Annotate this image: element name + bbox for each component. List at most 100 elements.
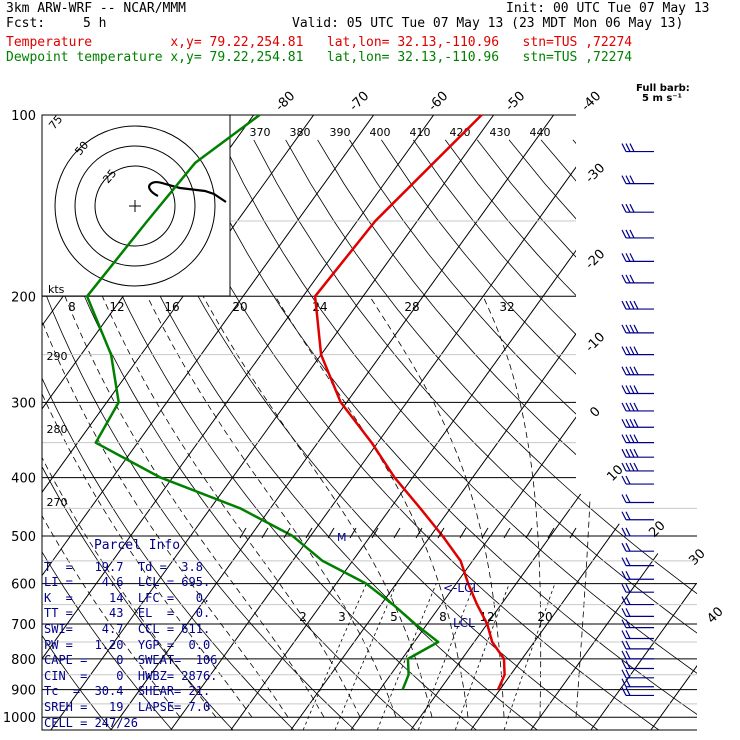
dry-adiabat-line [253, 139, 697, 730]
wind-barb-flag [621, 448, 627, 458]
theta-e-label: 280 [47, 423, 68, 436]
dry-adiabat-line [189, 139, 697, 730]
wind-barb-flag [625, 527, 631, 537]
dry-adiabat-line [42, 139, 355, 730]
dry-adiabat-line [444, 139, 697, 730]
tick-mark [305, 527, 313, 539]
wind-barb-flag [625, 324, 631, 334]
wind-barb-flag [625, 630, 631, 639]
mixing-ratio-line [454, 583, 510, 730]
wind-barb-flag [629, 448, 635, 458]
temperature-legend: Temperature x,y= 79.22,254.81 lat,lon= 3… [6, 35, 633, 50]
init-time: Init: 00 UTC Tue 07 May 13 [506, 1, 710, 16]
theta-label: 410 [410, 126, 431, 139]
temp-axis-label: 20 [646, 518, 668, 540]
wind-barb-flag [621, 511, 627, 521]
pressure-label: 100 [11, 109, 36, 124]
dry-adiabat-line [157, 139, 660, 730]
tick-mark [569, 527, 577, 539]
wind-barb-flag [633, 366, 639, 376]
wind-barb-flag [621, 203, 627, 213]
wind-barb-flag [621, 475, 627, 485]
wind-barb-flag [629, 419, 635, 428]
wind-barb-flag [629, 274, 635, 284]
tick-mark [327, 527, 335, 539]
wind-barb-flag [625, 557, 631, 566]
wind-barb-flag [621, 419, 627, 428]
wind-barb-flag [625, 660, 631, 669]
dry-adiabat-line [349, 139, 697, 730]
dry-adiabat-line [381, 139, 697, 730]
tick-mark [459, 527, 467, 539]
wind-barb-flag [633, 462, 639, 472]
wind-barb-flag [621, 494, 627, 503]
wind-barb-flag [625, 494, 631, 503]
mixing-ratio-line [376, 583, 437, 730]
mixing-ratio-label: 3 [338, 610, 346, 624]
tick-mark [393, 527, 401, 539]
wind-barb-flag [621, 596, 627, 605]
wind-barb-flag [621, 175, 627, 184]
parcel-info-title: Parcel Info [93, 538, 181, 553]
parcel-info-row: TT = 43 EL = 0. [44, 606, 211, 621]
wind-barb-flag [621, 660, 627, 669]
isotherm-line [0, 115, 14, 730]
temp-axis-label: -10 [583, 330, 609, 356]
wind-barb-flag [625, 542, 631, 552]
mixing-ratio-label: 8 [68, 300, 76, 314]
wind-barb-flag [621, 462, 627, 472]
mixing-ratio-label: 20 [537, 610, 552, 624]
mixing-ratio-line [334, 583, 397, 730]
wind-barb-flag [629, 324, 635, 334]
wind-barb-flag [625, 402, 631, 412]
dry-adiabat-line [508, 139, 697, 730]
theta-label: 430 [490, 126, 511, 139]
lcl-label: LCL [453, 616, 475, 630]
theta-label: 440 [530, 126, 551, 139]
wind-barb-flag [629, 346, 635, 355]
model-title: 3km ARW-WRF -- NCAR/MMM [6, 1, 187, 16]
wind-barb-flag [625, 687, 631, 696]
wind-barb-flag [625, 650, 631, 660]
wind-barb-flag [621, 542, 627, 552]
mixing-ratio-label: 12 [109, 300, 124, 314]
isotherm-line [42, 115, 435, 730]
wind-barb-flag [629, 253, 635, 262]
temp-axis-label: 0 [587, 404, 603, 420]
wind-barb-flag [621, 434, 627, 443]
theta-label: 370 [250, 126, 271, 139]
fcst-label: Fcst: [6, 16, 46, 31]
pressure-label: 900 [11, 684, 36, 699]
isotherm-line [410, 115, 697, 730]
wind-barb-flag [629, 402, 635, 412]
wind-barb-flag [629, 462, 635, 472]
pressure-label: 300 [11, 396, 36, 411]
barb-legend-value: 5 m s⁻¹ [642, 93, 682, 104]
wind-barb-flag [621, 385, 627, 394]
wind-barb-flag [621, 253, 627, 262]
wind-barb-flag [621, 687, 627, 696]
wind-barb-flag [625, 511, 631, 521]
tick-mark [437, 527, 445, 539]
parcel-info-row: LI = 4.6 LCL = 695. [44, 575, 211, 590]
wind-barb-flag [625, 203, 631, 213]
tick-mark [261, 527, 269, 539]
wind-barb-flag [625, 419, 631, 428]
tick-mark [525, 527, 533, 539]
pressure-label: 400 [11, 472, 36, 487]
wind-barb-flag [625, 640, 631, 650]
wind-barb-flag [633, 346, 639, 355]
wind-barb-flag [625, 434, 631, 443]
mixing-ratio-label: 8 [439, 610, 447, 624]
wind-barb-flag [621, 324, 627, 334]
pressure-label: 700 [11, 618, 36, 633]
wind-barb-flag [621, 274, 627, 284]
tick-mark [481, 527, 489, 539]
isotherm-line [470, 115, 697, 730]
pressure-label: 200 [11, 290, 36, 305]
dry-adiabat-line [42, 139, 112, 730]
wind-barb-flag [621, 300, 627, 310]
wind-barb-flag [621, 583, 627, 593]
dry-adiabat-line [221, 139, 697, 730]
wind-barb-flag [625, 385, 631, 394]
